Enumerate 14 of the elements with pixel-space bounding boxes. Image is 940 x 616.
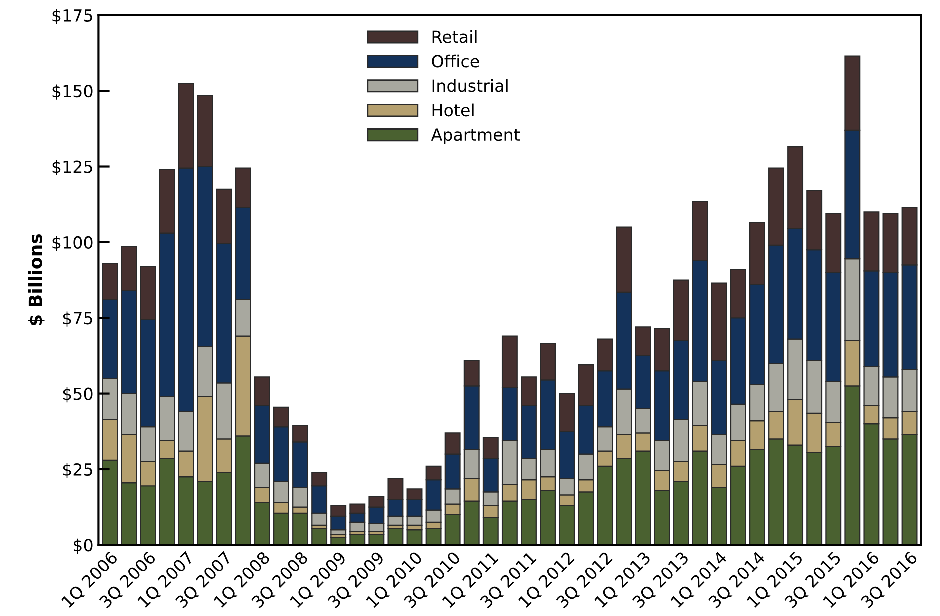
- legend-label: Apartment: [431, 128, 520, 144]
- y-tick-label: $150: [52, 84, 93, 100]
- y-tick-label: $175: [52, 9, 92, 24]
- legend-label: Industrial: [432, 79, 508, 92]
- legend-label: Hotel: [432, 104, 474, 117]
- y-tick-label: $100: [52, 236, 93, 252]
- y-tick-label: $75: [63, 312, 92, 327]
- y-tick-label: $125: [52, 160, 92, 176]
- y-axis-title: $ Billions: [28, 234, 45, 326]
- legend-label: Retail: [432, 30, 477, 44]
- y-tick-label: $0: [74, 538, 93, 554]
- y-tick-label: $25: [63, 463, 92, 478]
- y-tick-label: $50: [63, 387, 93, 403]
- legend-label: Office: [432, 54, 480, 68]
